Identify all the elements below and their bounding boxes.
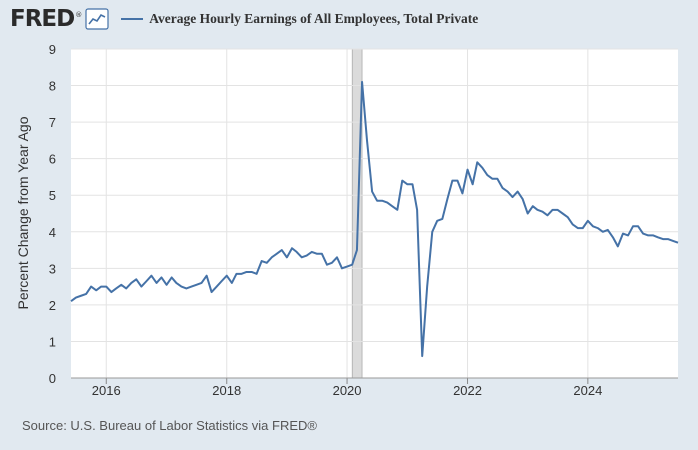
y-axis-label: Percent Change from Year Ago (15, 116, 31, 309)
y-tick-label: 7 (49, 115, 56, 130)
x-tick-label: 2018 (212, 383, 241, 398)
legend-swatch (121, 18, 144, 20)
fred-logo-text: FRED (10, 6, 75, 32)
x-tick-label: 2016 (92, 383, 121, 398)
chart-header: FRED® Average Hourly Earnings of All Emp… (10, 6, 478, 32)
y-tick-label: 1 (49, 334, 56, 349)
y-tick-label: 0 (49, 371, 56, 386)
x-tick-label: 2022 (453, 383, 482, 398)
series-line[interactable] (70, 80, 679, 358)
y-tick-label: 4 (49, 225, 56, 240)
y-tick-label: 2 (49, 298, 56, 313)
line-chart-icon[interactable] (85, 8, 109, 30)
x-tick-label: 2024 (573, 383, 602, 398)
fred-logo-mark: ® (75, 11, 82, 20)
source-note: Source: U.S. Bureau of Labor Statistics … (22, 418, 317, 433)
y-tick-label: 3 (49, 261, 56, 276)
y-tick-label: 8 (49, 79, 56, 94)
legend-series-label[interactable]: Average Hourly Earnings of All Employees… (149, 11, 479, 26)
y-tick-label: 6 (49, 152, 56, 167)
fred-logo[interactable]: FRED® (10, 6, 82, 32)
x-tick-label: 2020 (333, 383, 362, 398)
y-tick-label: 5 (49, 188, 56, 203)
y-tick-label: 9 (49, 42, 56, 57)
plot-background (71, 49, 678, 378)
